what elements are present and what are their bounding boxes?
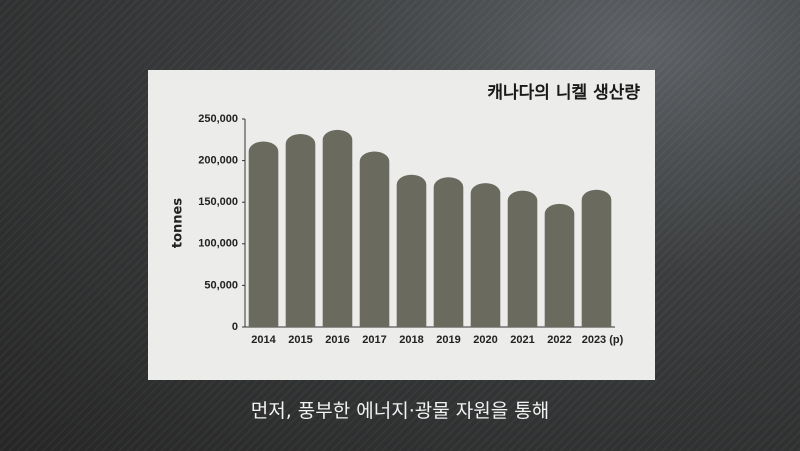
y-tick-label: 200,000: [198, 155, 238, 167]
bar: [507, 190, 538, 327]
x-tick-label: 2014: [251, 334, 276, 346]
y-tick-label: 0: [232, 321, 238, 333]
bar: [581, 189, 612, 327]
x-tick-label: 2015: [288, 334, 312, 346]
x-tick-label: 2023 (p): [582, 334, 624, 346]
y-tick-label: 150,000: [198, 196, 238, 208]
subtitle-caption: 먼저, 풍부한 에너지·광물 자원을 통해: [250, 400, 550, 422]
x-tick-label: 2022: [547, 334, 571, 346]
bar: [285, 133, 316, 327]
bar: [433, 177, 464, 327]
bar: [544, 203, 575, 327]
x-tick-label: 2018: [399, 334, 423, 346]
bar: [470, 183, 501, 327]
y-tick-label: 100,000: [198, 238, 238, 250]
x-tick-label: 2021: [510, 334, 534, 346]
bar: [396, 174, 427, 327]
chart-title: 캐나다의 니켈 생산량: [487, 82, 640, 103]
y-tick-label: 250,000: [198, 113, 238, 125]
bar: [359, 151, 390, 327]
y-axis-label: tonnes: [171, 198, 186, 248]
x-tick-label: 2016: [325, 334, 349, 346]
bar: [248, 141, 279, 327]
bar: [322, 129, 353, 327]
x-tick-label: 2017: [362, 334, 386, 346]
x-tick-label: 2020: [473, 334, 497, 346]
x-tick-label: 2019: [436, 334, 460, 346]
y-tick-label: 50,000: [204, 279, 238, 291]
